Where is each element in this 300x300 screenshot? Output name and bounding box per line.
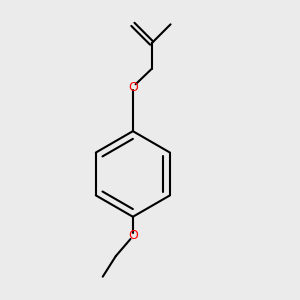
Text: O: O <box>128 81 138 94</box>
Text: O: O <box>128 229 138 242</box>
